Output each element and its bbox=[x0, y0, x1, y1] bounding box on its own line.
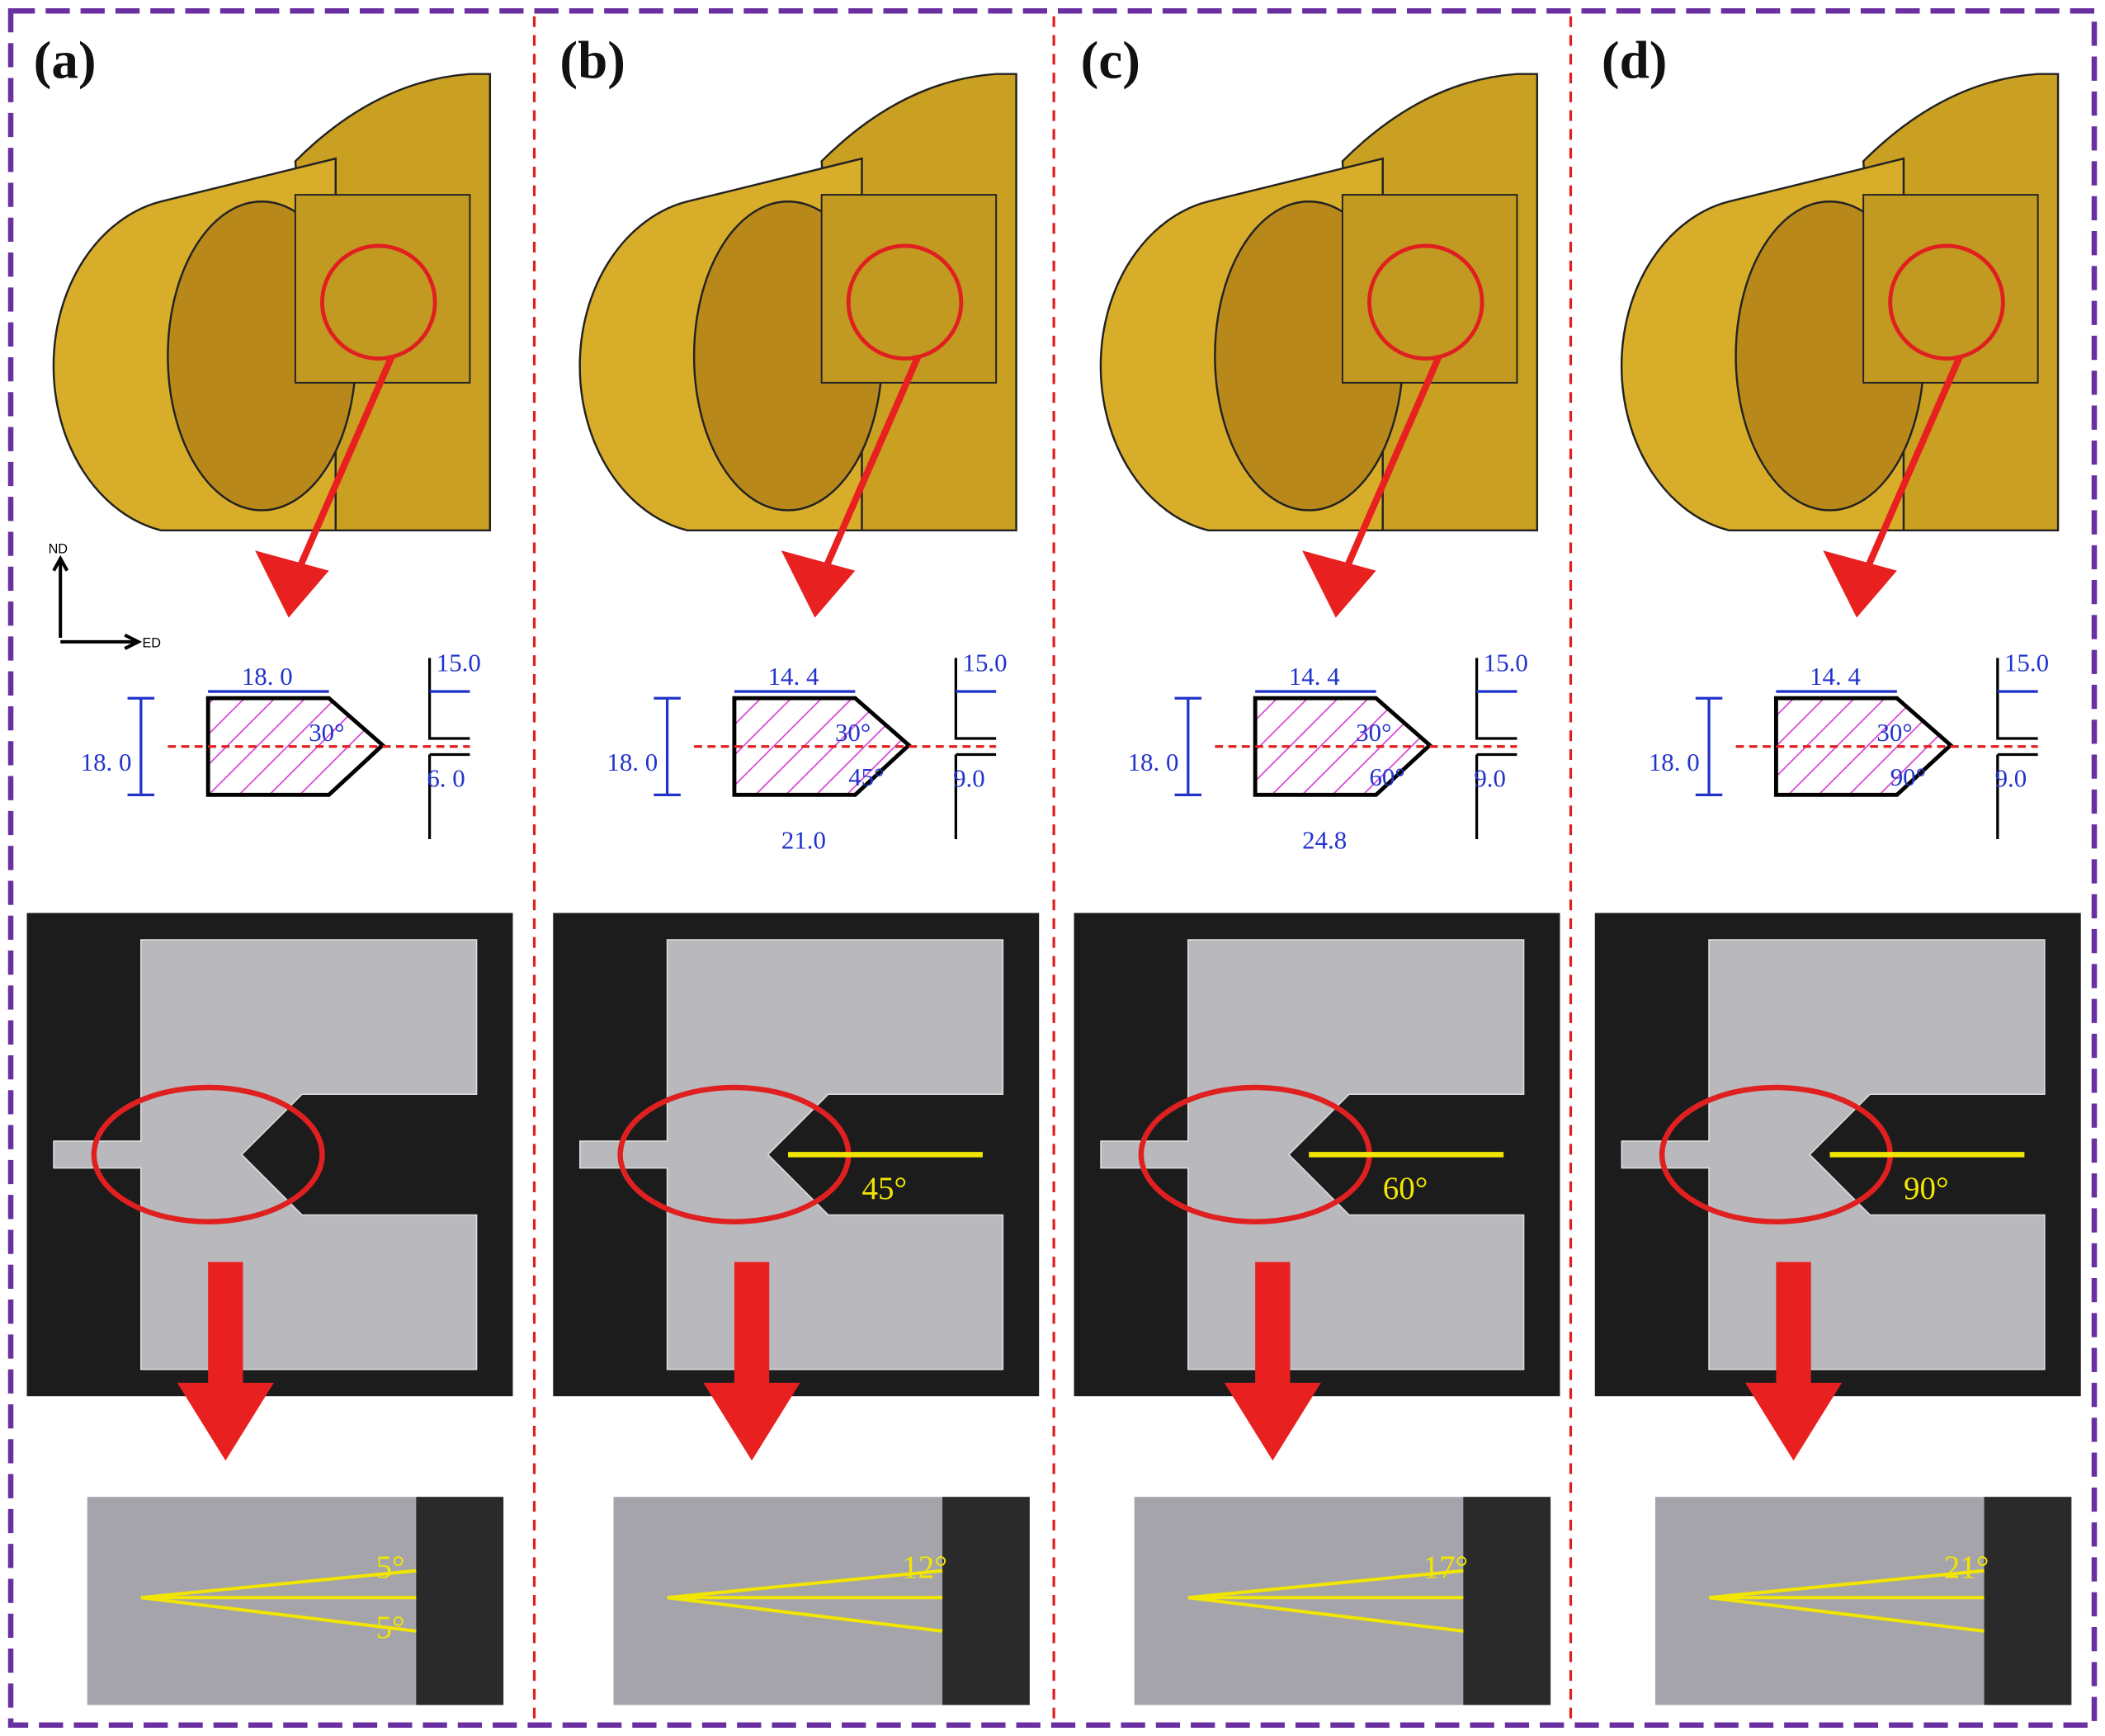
photo-angle: 45° bbox=[861, 1171, 907, 1206]
pointer-arrow bbox=[818, 354, 922, 579]
dimension-label: 15.0 bbox=[2004, 649, 2049, 677]
axis-label: ED bbox=[142, 635, 161, 650]
down-arrow-shaft bbox=[208, 1262, 243, 1390]
zoom-angle: 12° bbox=[902, 1550, 947, 1585]
flow-lines bbox=[1187, 1569, 1464, 1633]
die-channel bbox=[1341, 194, 1518, 384]
dimension-label: 18. 0 bbox=[1649, 748, 1700, 776]
zoom-angle: 5° bbox=[376, 1610, 405, 1645]
pointer-arrow bbox=[292, 354, 395, 579]
specimen bbox=[1621, 939, 2046, 1370]
highlight-circle bbox=[320, 243, 437, 361]
panel-label: (b) bbox=[559, 31, 625, 91]
pointer-arrow bbox=[1860, 354, 1964, 579]
dimension-label: 60° bbox=[1369, 762, 1404, 791]
down-arrow-head bbox=[177, 1382, 274, 1461]
dimension-label: 9.0 bbox=[953, 764, 985, 793]
dimension-label: 15.0 bbox=[1484, 649, 1528, 677]
photo-angle: 60° bbox=[1383, 1171, 1428, 1206]
die-channel bbox=[1862, 194, 2039, 384]
axis-label: ND bbox=[49, 541, 68, 556]
die-channel bbox=[820, 194, 998, 384]
zoom-angle: 17° bbox=[1423, 1550, 1469, 1585]
flow-lines bbox=[140, 1569, 417, 1633]
dimension-label: 9.0 bbox=[1474, 764, 1506, 793]
flow-lines bbox=[1708, 1569, 1985, 1633]
dimension-label: 30° bbox=[309, 718, 344, 747]
highlight-circle bbox=[1888, 243, 2005, 361]
panel-label: (a) bbox=[34, 31, 97, 91]
pointer-head bbox=[781, 550, 856, 618]
zoom-dark bbox=[1463, 1497, 1551, 1705]
dimension-label: 24.8 bbox=[1302, 825, 1347, 854]
dim-lines bbox=[654, 690, 997, 796]
panel-label: (c) bbox=[1081, 31, 1140, 91]
dim-lines bbox=[127, 690, 470, 796]
exit-wall bbox=[427, 658, 470, 840]
dimension-label: 30° bbox=[835, 718, 871, 747]
pointer-head bbox=[1302, 550, 1376, 618]
die-channel bbox=[294, 194, 471, 384]
down-arrow-shaft bbox=[1776, 1262, 1811, 1390]
specimen bbox=[1100, 939, 1525, 1370]
dim-lines bbox=[1695, 690, 2038, 796]
zoom-dark bbox=[416, 1497, 504, 1705]
flow-lines bbox=[667, 1569, 943, 1633]
photo-angle: 90° bbox=[1904, 1171, 1949, 1206]
highlight-ellipse bbox=[91, 1084, 325, 1224]
exit-wall bbox=[1475, 658, 1517, 840]
dimension-label: 14. 4 bbox=[1289, 662, 1340, 691]
dimension-label: 30° bbox=[1876, 718, 1912, 747]
dimension-label: 21.0 bbox=[781, 825, 826, 854]
dimension-label: 15.0 bbox=[437, 649, 481, 677]
border bbox=[7, 7, 2098, 1729]
highlight-circle bbox=[846, 243, 964, 361]
dimension-label: 45° bbox=[848, 762, 884, 791]
panel-label: (d) bbox=[1602, 31, 1668, 91]
dimension-label: 15.0 bbox=[962, 649, 1007, 677]
specimen bbox=[53, 939, 478, 1370]
dimension-label: 14. 4 bbox=[768, 662, 819, 691]
dimension-label: 18. 0 bbox=[1128, 748, 1179, 776]
dimension-label: 18. 0 bbox=[606, 748, 658, 776]
zoom-angle: 21° bbox=[1944, 1550, 1989, 1585]
zoom-dark bbox=[942, 1497, 1030, 1705]
pointer-head bbox=[255, 550, 329, 618]
down-arrow-head bbox=[1224, 1382, 1321, 1461]
specimen bbox=[579, 939, 1004, 1370]
highlight-circle bbox=[1367, 243, 1484, 361]
exit-wall bbox=[954, 658, 997, 840]
zoom-dark bbox=[1984, 1497, 2072, 1705]
axes-arrows bbox=[52, 554, 143, 650]
dimension-label: 90° bbox=[1890, 762, 1926, 791]
pointer-head bbox=[1823, 550, 1897, 618]
dimension-label: 18. 0 bbox=[81, 748, 132, 776]
pointer-arrow bbox=[1339, 354, 1442, 579]
dim-lines bbox=[1174, 690, 1517, 796]
down-arrow-head bbox=[1744, 1382, 1843, 1461]
down-arrow-shaft bbox=[734, 1262, 770, 1390]
dimension-label: 6. 0 bbox=[427, 764, 465, 793]
dimension-label: 18. 0 bbox=[242, 662, 293, 691]
dimension-label: 9.0 bbox=[1995, 764, 2027, 793]
down-arrow-shaft bbox=[1255, 1262, 1291, 1390]
zoom-angle: 5° bbox=[376, 1550, 405, 1585]
dimension-label: 30° bbox=[1356, 718, 1391, 747]
down-arrow-head bbox=[703, 1382, 800, 1461]
dimension-label: 14. 4 bbox=[1810, 662, 1861, 691]
exit-wall bbox=[1996, 658, 2038, 840]
